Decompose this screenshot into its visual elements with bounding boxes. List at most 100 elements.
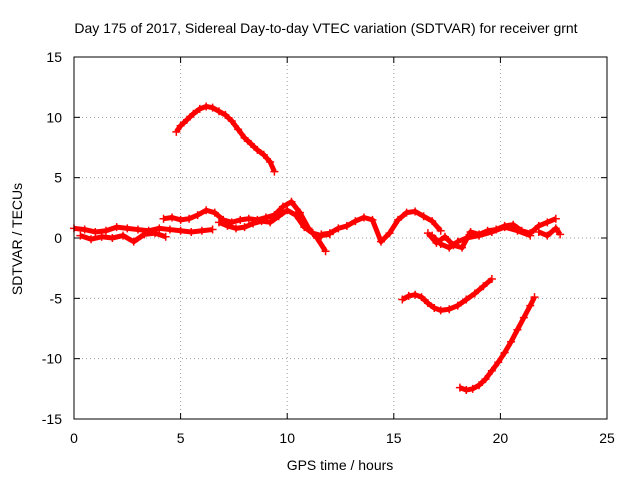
data-point (417, 293, 426, 302)
data-point (187, 227, 196, 236)
data-point (513, 325, 522, 334)
x-tick-label: 25 (599, 430, 615, 446)
data-point (246, 139, 255, 148)
data-point (530, 293, 539, 302)
data-point (430, 303, 439, 312)
data-point (123, 224, 132, 233)
data-point (236, 215, 245, 224)
data-point (168, 213, 177, 222)
data-point (151, 229, 160, 238)
data-point (295, 208, 304, 217)
axis-ticks (73, 56, 608, 420)
data-point (513, 226, 522, 235)
data-point (208, 103, 217, 112)
data-point (551, 214, 560, 223)
data-point (119, 231, 128, 240)
data-point (317, 230, 326, 239)
y-tick-label: 15 (46, 49, 62, 65)
data-point (165, 225, 174, 234)
data-point (334, 224, 343, 233)
data-point (195, 104, 204, 113)
data-point (462, 234, 471, 242)
data-point (202, 206, 211, 215)
data-point (436, 306, 445, 315)
data-point (419, 212, 428, 221)
data-point (101, 226, 110, 235)
x-tick-label: 0 (70, 430, 78, 446)
data-point (423, 299, 432, 308)
data-point (534, 227, 543, 236)
data-point (481, 375, 490, 384)
data-point (462, 386, 471, 395)
data-point (543, 231, 552, 240)
x-tick-label: 15 (386, 430, 402, 446)
data-point (112, 223, 121, 232)
data-point (428, 217, 437, 226)
data-point (155, 224, 164, 233)
data-point (197, 226, 206, 235)
data-point (202, 102, 211, 111)
y-tick-label: 0 (54, 230, 62, 246)
y-tick-label: 5 (54, 170, 62, 186)
data-point (91, 227, 100, 236)
data-point (140, 230, 149, 239)
data-point (270, 167, 279, 176)
grid (74, 57, 607, 419)
data-point (266, 157, 275, 166)
data-point (176, 215, 185, 224)
data-point (227, 116, 236, 125)
data-point (214, 218, 223, 227)
data-point (278, 202, 287, 211)
data-point (287, 197, 296, 206)
data-point (87, 235, 96, 244)
data-point (159, 214, 168, 223)
data-point (404, 291, 413, 300)
data-point (291, 211, 300, 220)
data-point (453, 237, 462, 246)
data-point (462, 295, 471, 304)
data-point (455, 383, 464, 392)
data-point (80, 225, 89, 234)
data-point (475, 231, 484, 240)
data-point (257, 217, 266, 226)
data-point (351, 217, 360, 226)
data-point (494, 358, 503, 367)
x-tick-label: 10 (279, 430, 295, 446)
data-point (551, 224, 560, 233)
data-point (208, 225, 217, 234)
data-point (308, 229, 317, 238)
data-point (543, 218, 552, 227)
data-point (436, 226, 445, 235)
data-point (487, 227, 496, 236)
data-point (189, 109, 198, 118)
data-point (466, 227, 475, 236)
data-point (97, 232, 106, 241)
data-point (507, 337, 516, 346)
x-tick-label: 20 (493, 430, 509, 446)
data-point (185, 214, 194, 223)
data-point (500, 223, 509, 232)
plot-frame (73, 56, 608, 420)
data-point (234, 125, 243, 134)
data-point (274, 212, 283, 221)
data-point (411, 207, 420, 216)
data-point (129, 237, 138, 246)
data-point (259, 150, 268, 159)
data-point (214, 107, 223, 116)
data-point (487, 275, 496, 284)
data-point (176, 121, 185, 130)
x-tick-label: 5 (177, 430, 185, 446)
data-point (342, 221, 351, 230)
y-axis-label: SDTVAR / TECUs (9, 183, 25, 295)
data-point (232, 224, 241, 233)
data-point (172, 127, 181, 136)
data-point (176, 226, 185, 235)
data-point (423, 229, 432, 238)
data-point (193, 211, 202, 220)
data-point (428, 231, 437, 240)
data-point (411, 290, 420, 299)
y-tick-label: -15 (42, 411, 62, 427)
data-point (398, 295, 407, 304)
data-point (458, 243, 467, 252)
